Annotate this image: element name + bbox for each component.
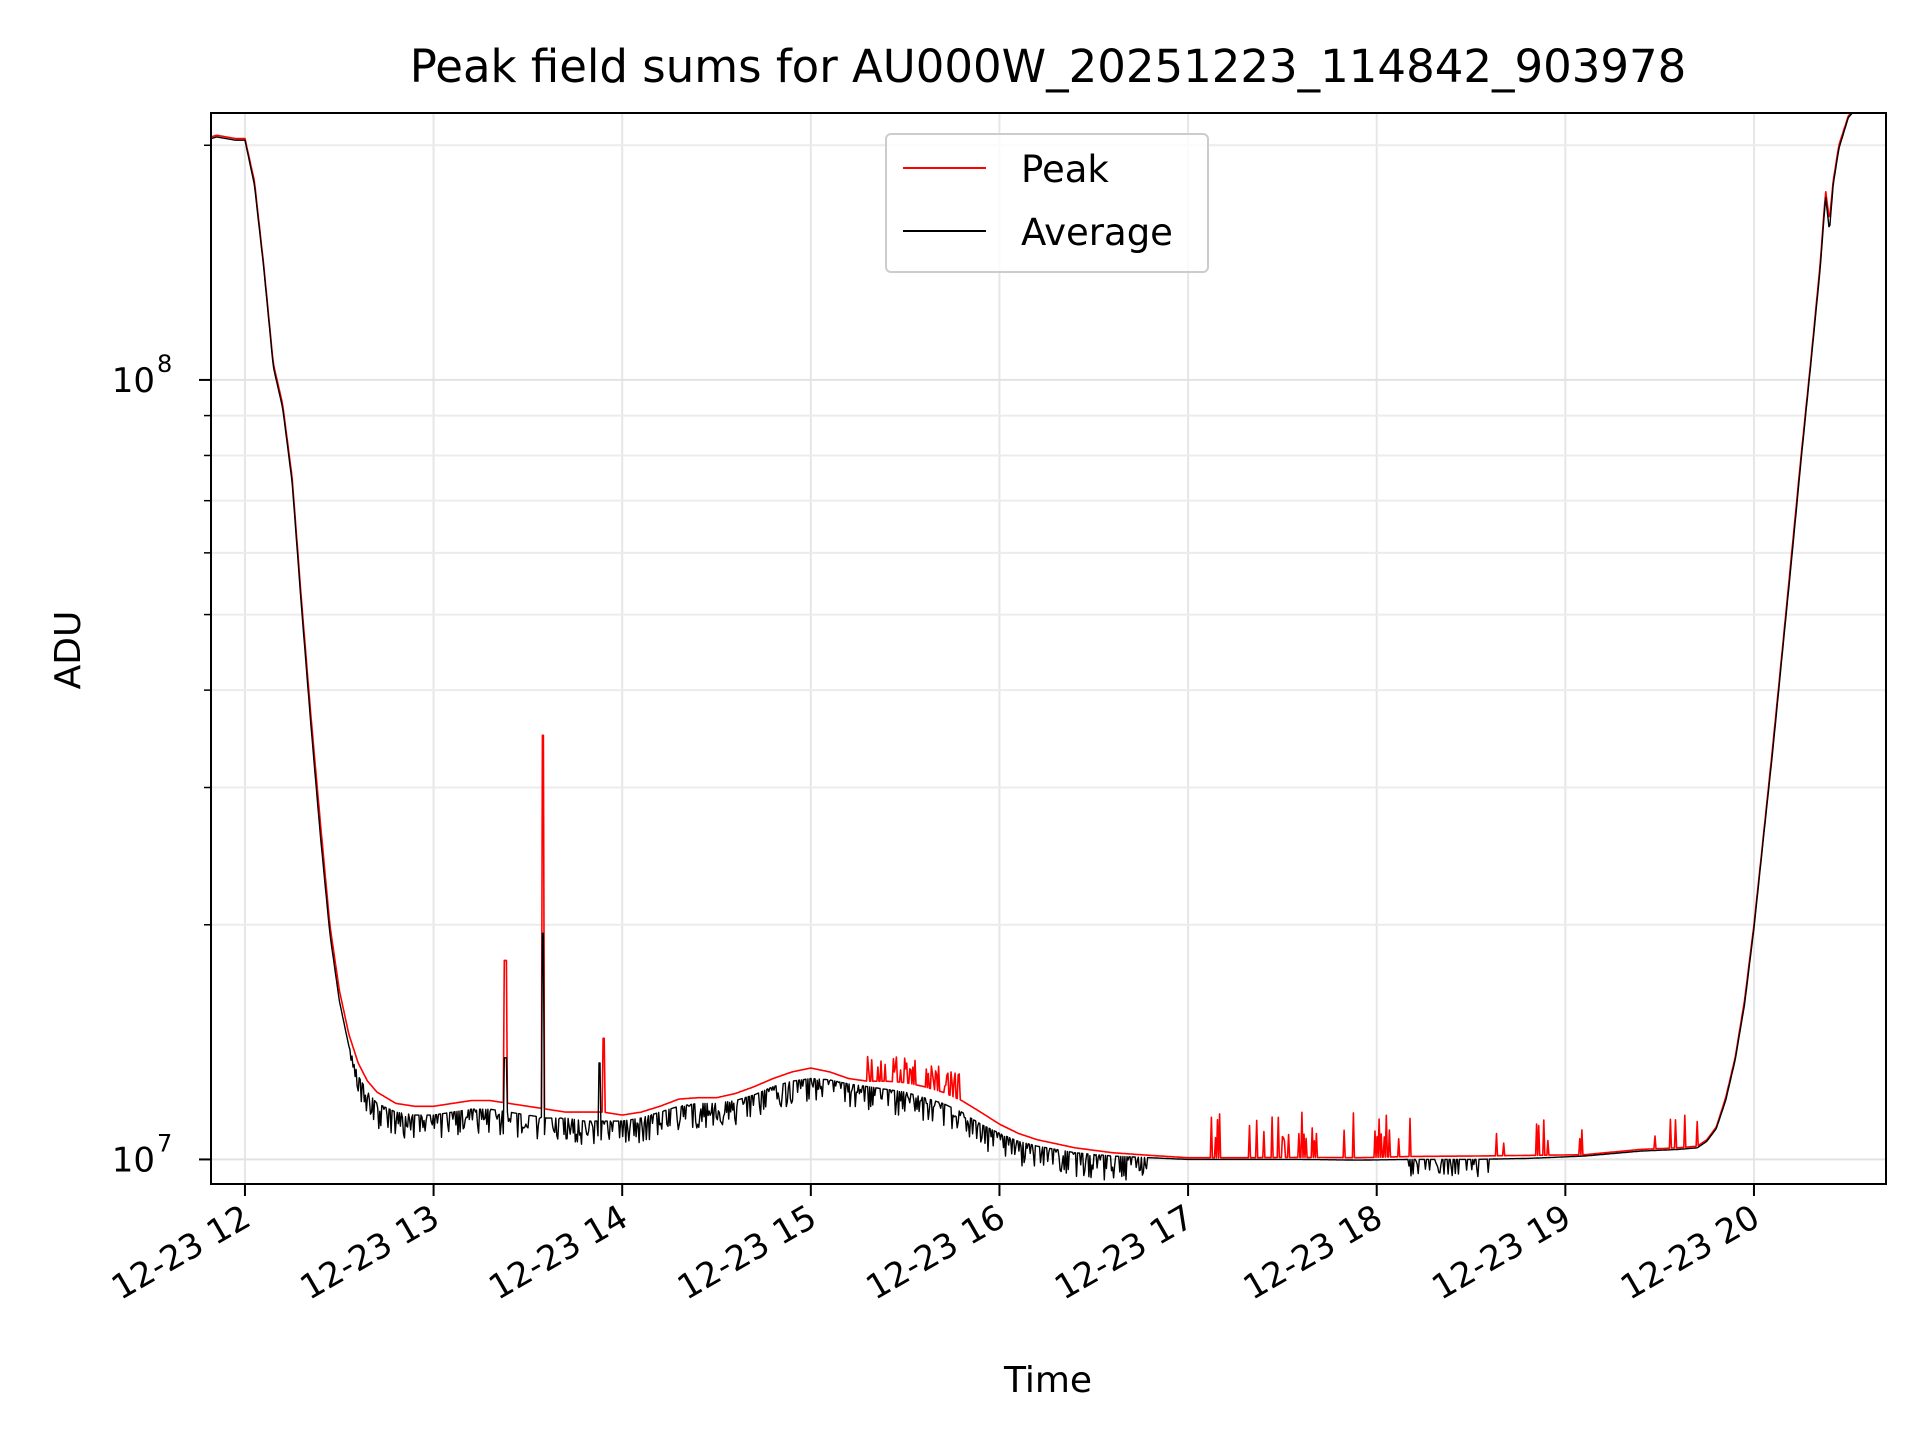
- grid: [211, 113, 1886, 1184]
- legend-label-peak: Peak: [1021, 148, 1109, 191]
- legend: Peak Average: [885, 133, 1209, 273]
- x-axis-label: Time: [1003, 1360, 1092, 1401]
- plot-frame: [210, 112, 1887, 1185]
- y-axis-label: ADU: [48, 611, 89, 690]
- y-tick-exponent: 7: [157, 1129, 172, 1157]
- series-line-peak: [210, 112, 1858, 1159]
- y-tick-exponent: 8: [157, 350, 172, 378]
- chart-title: Peak field sums for AU000W_20251223_1148…: [410, 40, 1687, 93]
- y-tick-label: 10: [112, 361, 155, 401]
- plot-series: [210, 112, 1858, 1181]
- y-tick-label: 10: [112, 1140, 155, 1180]
- series-line-average: [210, 112, 1858, 1181]
- legend-label-average: Average: [1021, 211, 1173, 254]
